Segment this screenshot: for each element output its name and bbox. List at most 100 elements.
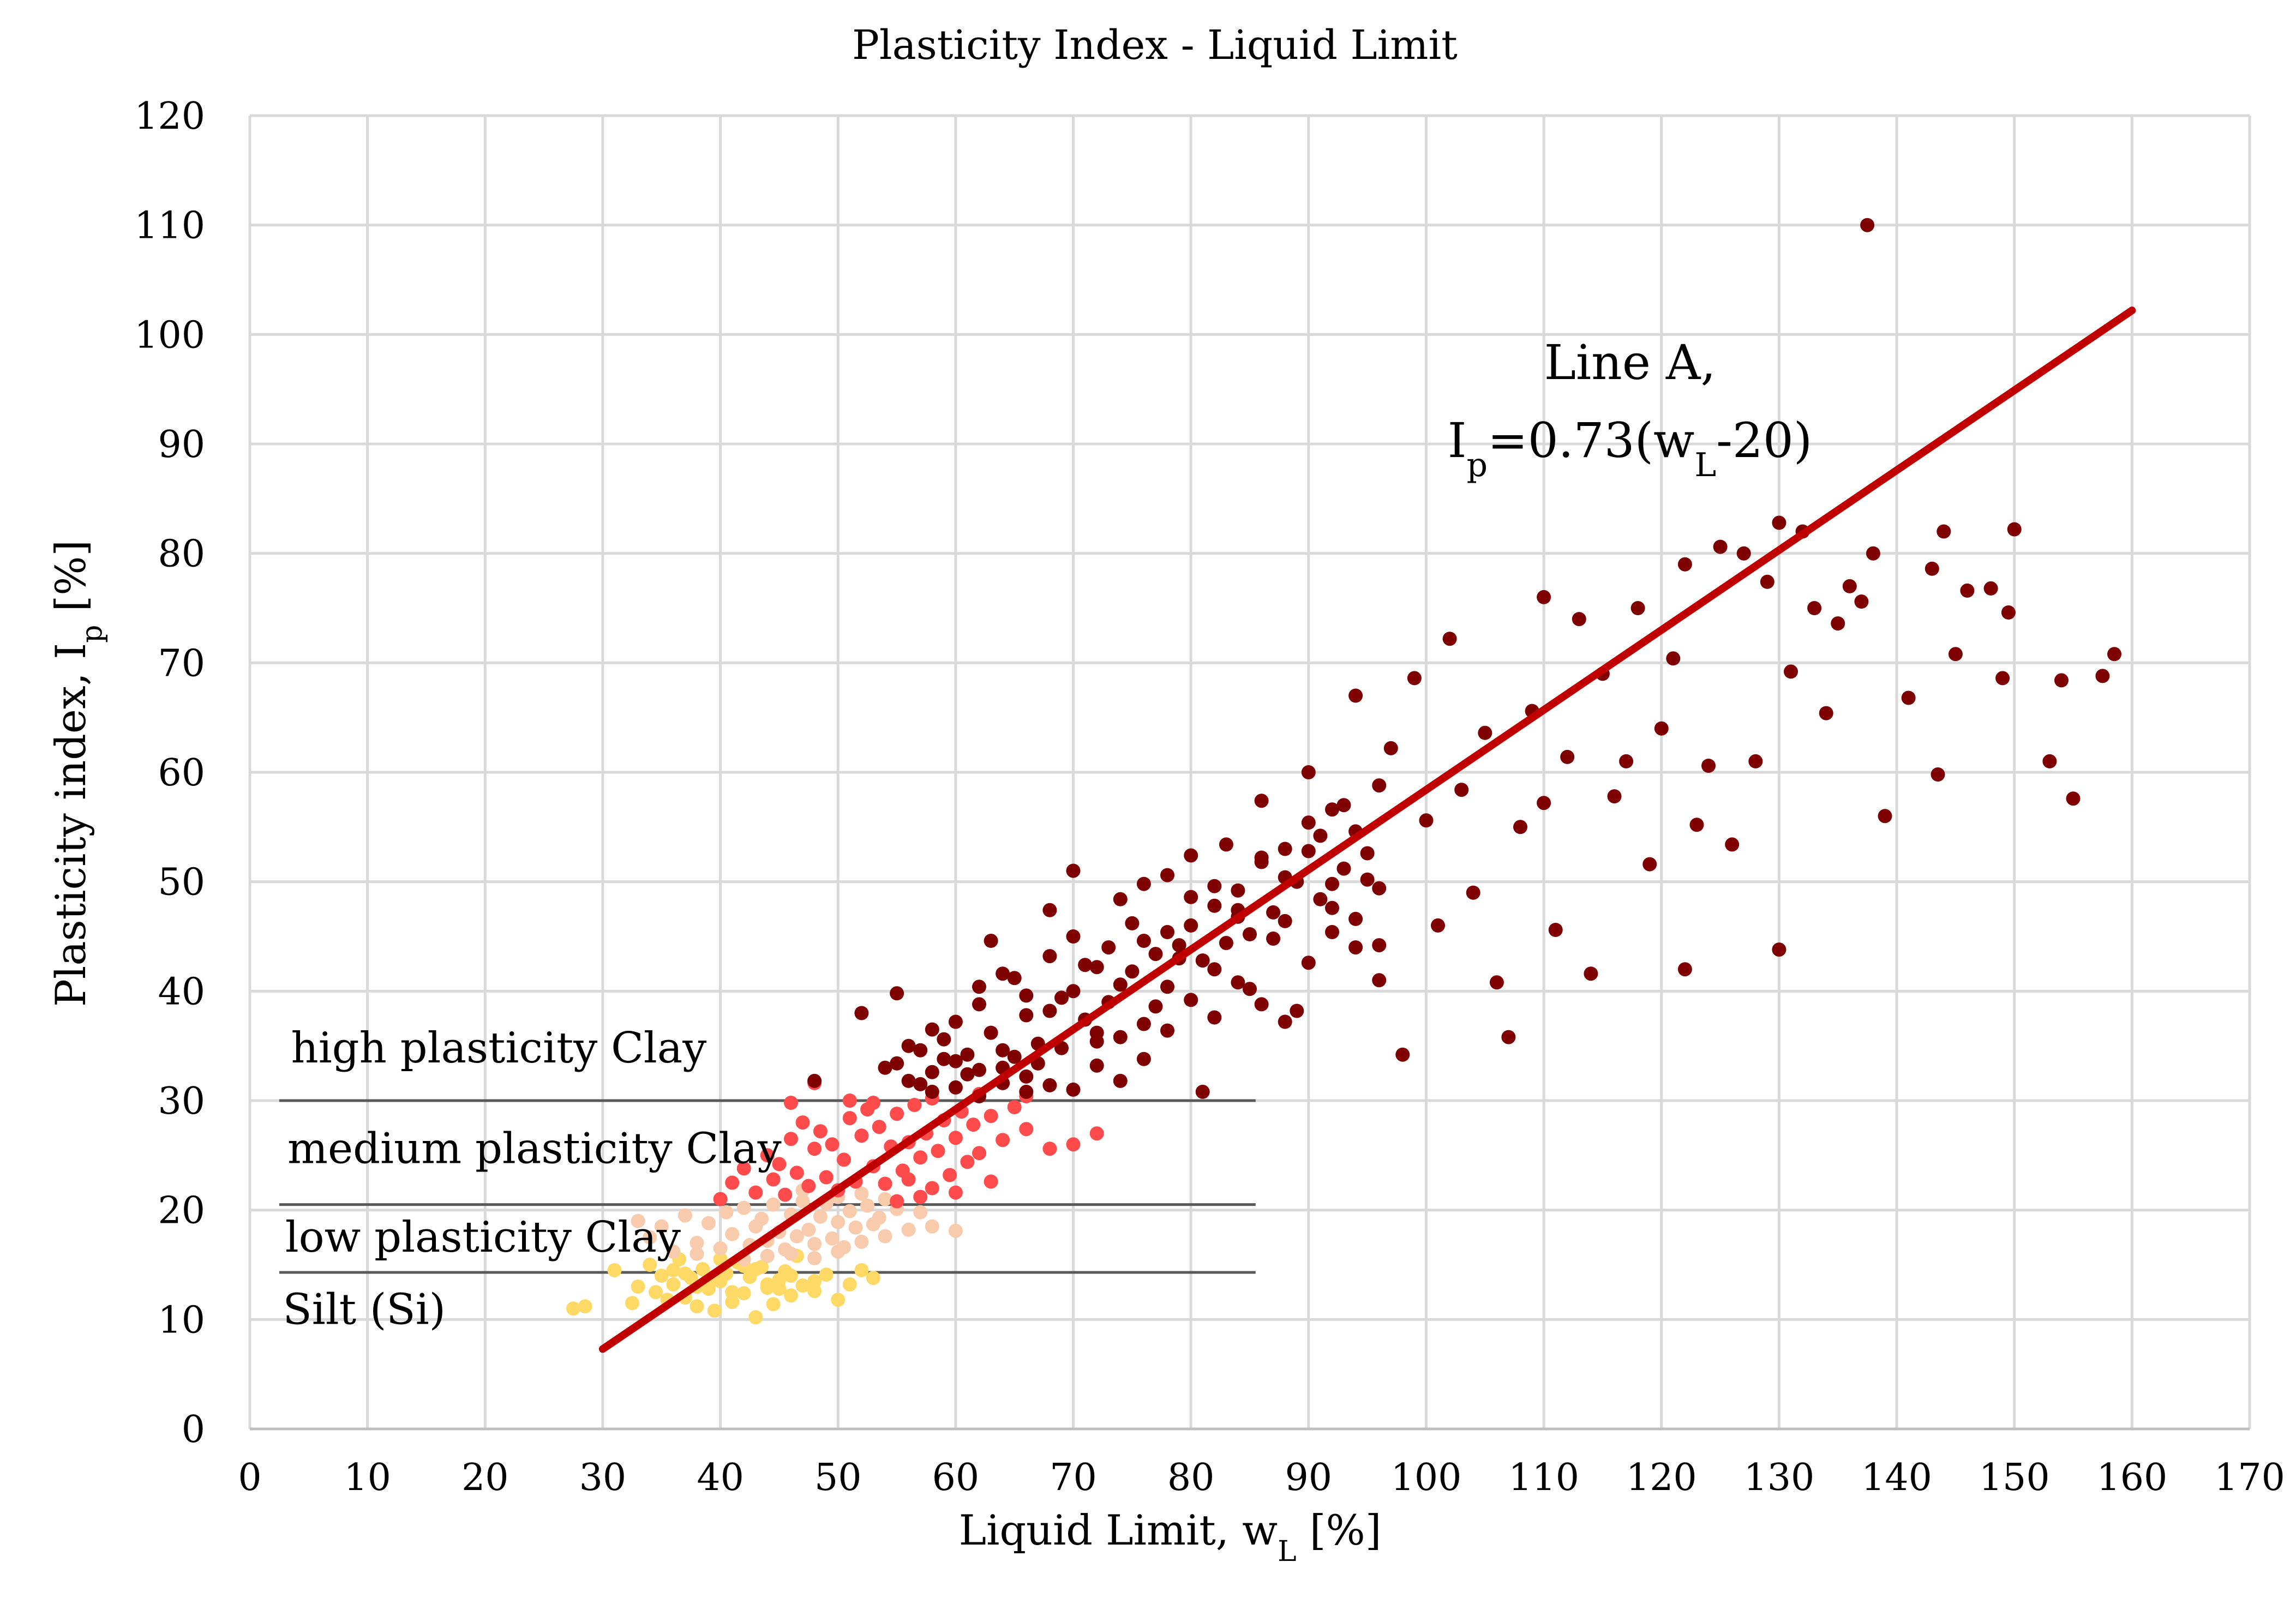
data-point (1254, 997, 1269, 1012)
data-point (943, 1168, 957, 1182)
data-point (913, 1043, 928, 1058)
data-point (1336, 861, 1351, 876)
data-point (1184, 993, 1198, 1007)
y-axis-title-sub: p (76, 625, 109, 643)
data-point (607, 1263, 622, 1277)
data-point (666, 1263, 681, 1277)
data-point (1160, 980, 1174, 994)
data-point (725, 1227, 740, 1241)
data-point (813, 1209, 828, 1224)
data-point (678, 1266, 692, 1281)
x-tick-label: 90 (1285, 1456, 1333, 1499)
data-point (1243, 982, 1257, 996)
data-point (996, 1133, 1010, 1148)
data-point (907, 1098, 922, 1112)
data-point (1266, 905, 1281, 920)
data-point (854, 1128, 869, 1143)
data-point (1995, 671, 2010, 686)
data-point (878, 1192, 892, 1206)
data-point (1842, 579, 1857, 593)
data-point (736, 1286, 751, 1301)
data-point (1772, 515, 1787, 530)
data-point (1101, 940, 1116, 955)
data-point (996, 966, 1010, 981)
y-tick-label: 20 (158, 1190, 205, 1233)
data-point (1148, 947, 1163, 962)
data-point (778, 1187, 793, 1202)
y-tick-label: 40 (158, 970, 205, 1013)
data-point (1819, 706, 1833, 720)
data-point (1066, 1082, 1081, 1097)
data-point (1231, 975, 1245, 990)
data-point (984, 1025, 998, 1040)
data-point (784, 1246, 798, 1261)
data-point (2054, 673, 2069, 688)
data-point (1854, 594, 1869, 609)
data-point (1042, 1142, 1057, 1156)
data-point (1078, 958, 1093, 972)
data-point (872, 1210, 886, 1225)
data-point (1372, 973, 1387, 988)
data-point (1666, 651, 1681, 666)
data-point (772, 1282, 787, 1296)
data-point (2042, 754, 2057, 768)
data-point (1089, 1126, 1104, 1141)
data-point (748, 1262, 763, 1276)
data-point (1125, 916, 1140, 930)
x-tick-label: 160 (2096, 1456, 2167, 1499)
data-point (1136, 876, 1151, 891)
data-point (1160, 868, 1174, 882)
y-tick-label: 60 (158, 752, 205, 795)
data-point (1466, 885, 1480, 900)
data-point (1019, 988, 1034, 1003)
data-point (937, 1052, 951, 1066)
data-point (1042, 1004, 1057, 1018)
y-tick-labels: 0 10 20 30 40 50 60 70 80 90 100 110 120 (134, 95, 205, 1451)
data-point (631, 1279, 645, 1294)
data-point (760, 1148, 775, 1163)
data-point (1901, 690, 1916, 705)
x-tick-label: 60 (932, 1456, 980, 1499)
data-point (1113, 1073, 1128, 1088)
data-point (649, 1285, 663, 1300)
x-tick-label: 40 (697, 1456, 744, 1499)
zone-label-silt: Silt (Si) (283, 1285, 446, 1334)
data-point (1325, 876, 1339, 891)
y-axis-title-tail: [%] (46, 540, 95, 625)
data-point (736, 1161, 751, 1176)
data-point (1136, 934, 1151, 948)
data-point (654, 1219, 669, 1234)
data-point (831, 1293, 846, 1307)
data-point (702, 1216, 716, 1230)
data-point (890, 1107, 904, 1121)
data-point (996, 1043, 1010, 1058)
data-point (948, 1080, 963, 1095)
zone-label-medium-plasticity: medium plasticity Clay (287, 1124, 782, 1173)
data-point (960, 1047, 975, 1062)
data-point (1054, 990, 1069, 1005)
data-point (2107, 647, 2121, 662)
data-point (654, 1269, 669, 1283)
data-point (890, 986, 904, 1001)
data-point (1807, 601, 1822, 615)
data-point (1066, 1137, 1081, 1152)
data-point (1784, 664, 1798, 679)
data-point (1537, 590, 1551, 604)
data-point (913, 1190, 928, 1204)
data-point (754, 1211, 769, 1226)
data-point (725, 1295, 740, 1309)
data-point (1136, 1052, 1151, 1066)
data-point (1548, 923, 1563, 937)
data-point (984, 1174, 998, 1189)
data-point (678, 1208, 692, 1223)
y-tick-label: 100 (134, 314, 205, 357)
data-point (1701, 759, 1716, 773)
data-point (1478, 725, 1492, 740)
data-point (972, 980, 986, 994)
x-tick-label: 120 (1626, 1456, 1697, 1499)
y-tick-label: 50 (158, 861, 205, 904)
data-point (807, 1236, 822, 1251)
y-tick-label: 10 (158, 1299, 205, 1342)
data-point (566, 1301, 580, 1316)
